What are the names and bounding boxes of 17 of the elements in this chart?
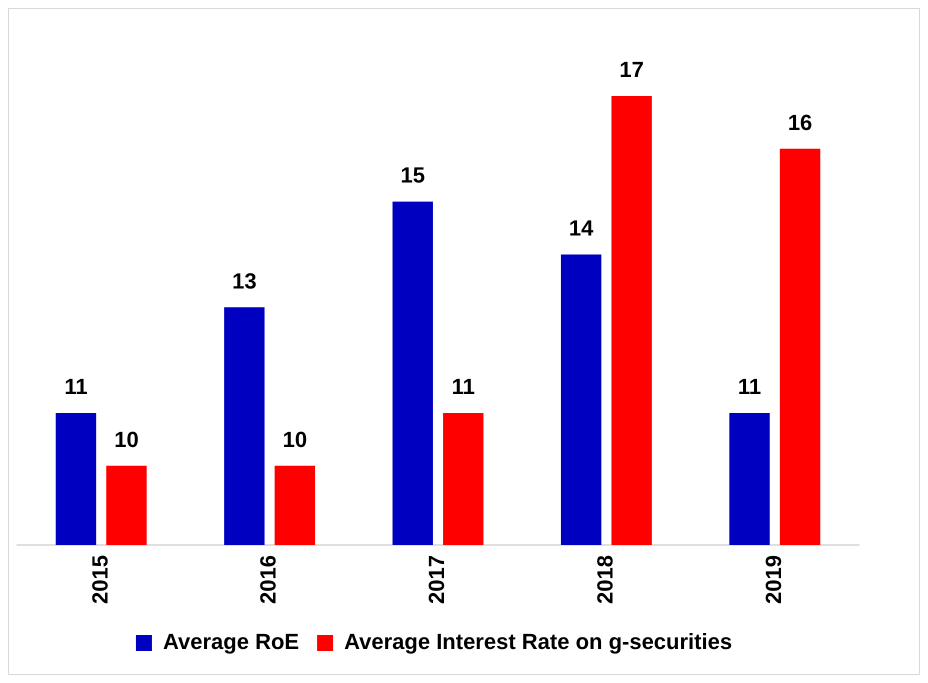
data-label: 11 <box>452 374 475 400</box>
data-label: 14 <box>568 216 594 241</box>
data-label: 13 <box>232 268 257 294</box>
data-label: 10 <box>114 426 139 452</box>
data-label: 16 <box>788 110 812 135</box>
data-label: 15 <box>400 162 425 188</box>
data-label: 10 <box>282 426 308 452</box>
data-label: 11 <box>64 374 88 400</box>
data-label: 11 <box>738 374 762 400</box>
data-label: 17 <box>619 57 644 82</box>
x-tick-label: 2016 <box>256 555 281 604</box>
x-tick-label: 2019 <box>760 555 786 604</box>
x-tick-label: 2017 <box>424 555 450 604</box>
legend-label: Average Interest Rate on g-securities <box>344 629 732 654</box>
legend-label: Average RoE <box>162 629 300 654</box>
x-tick-label: 2018 <box>592 555 618 604</box>
x-tick-label: 2015 <box>87 555 112 604</box>
